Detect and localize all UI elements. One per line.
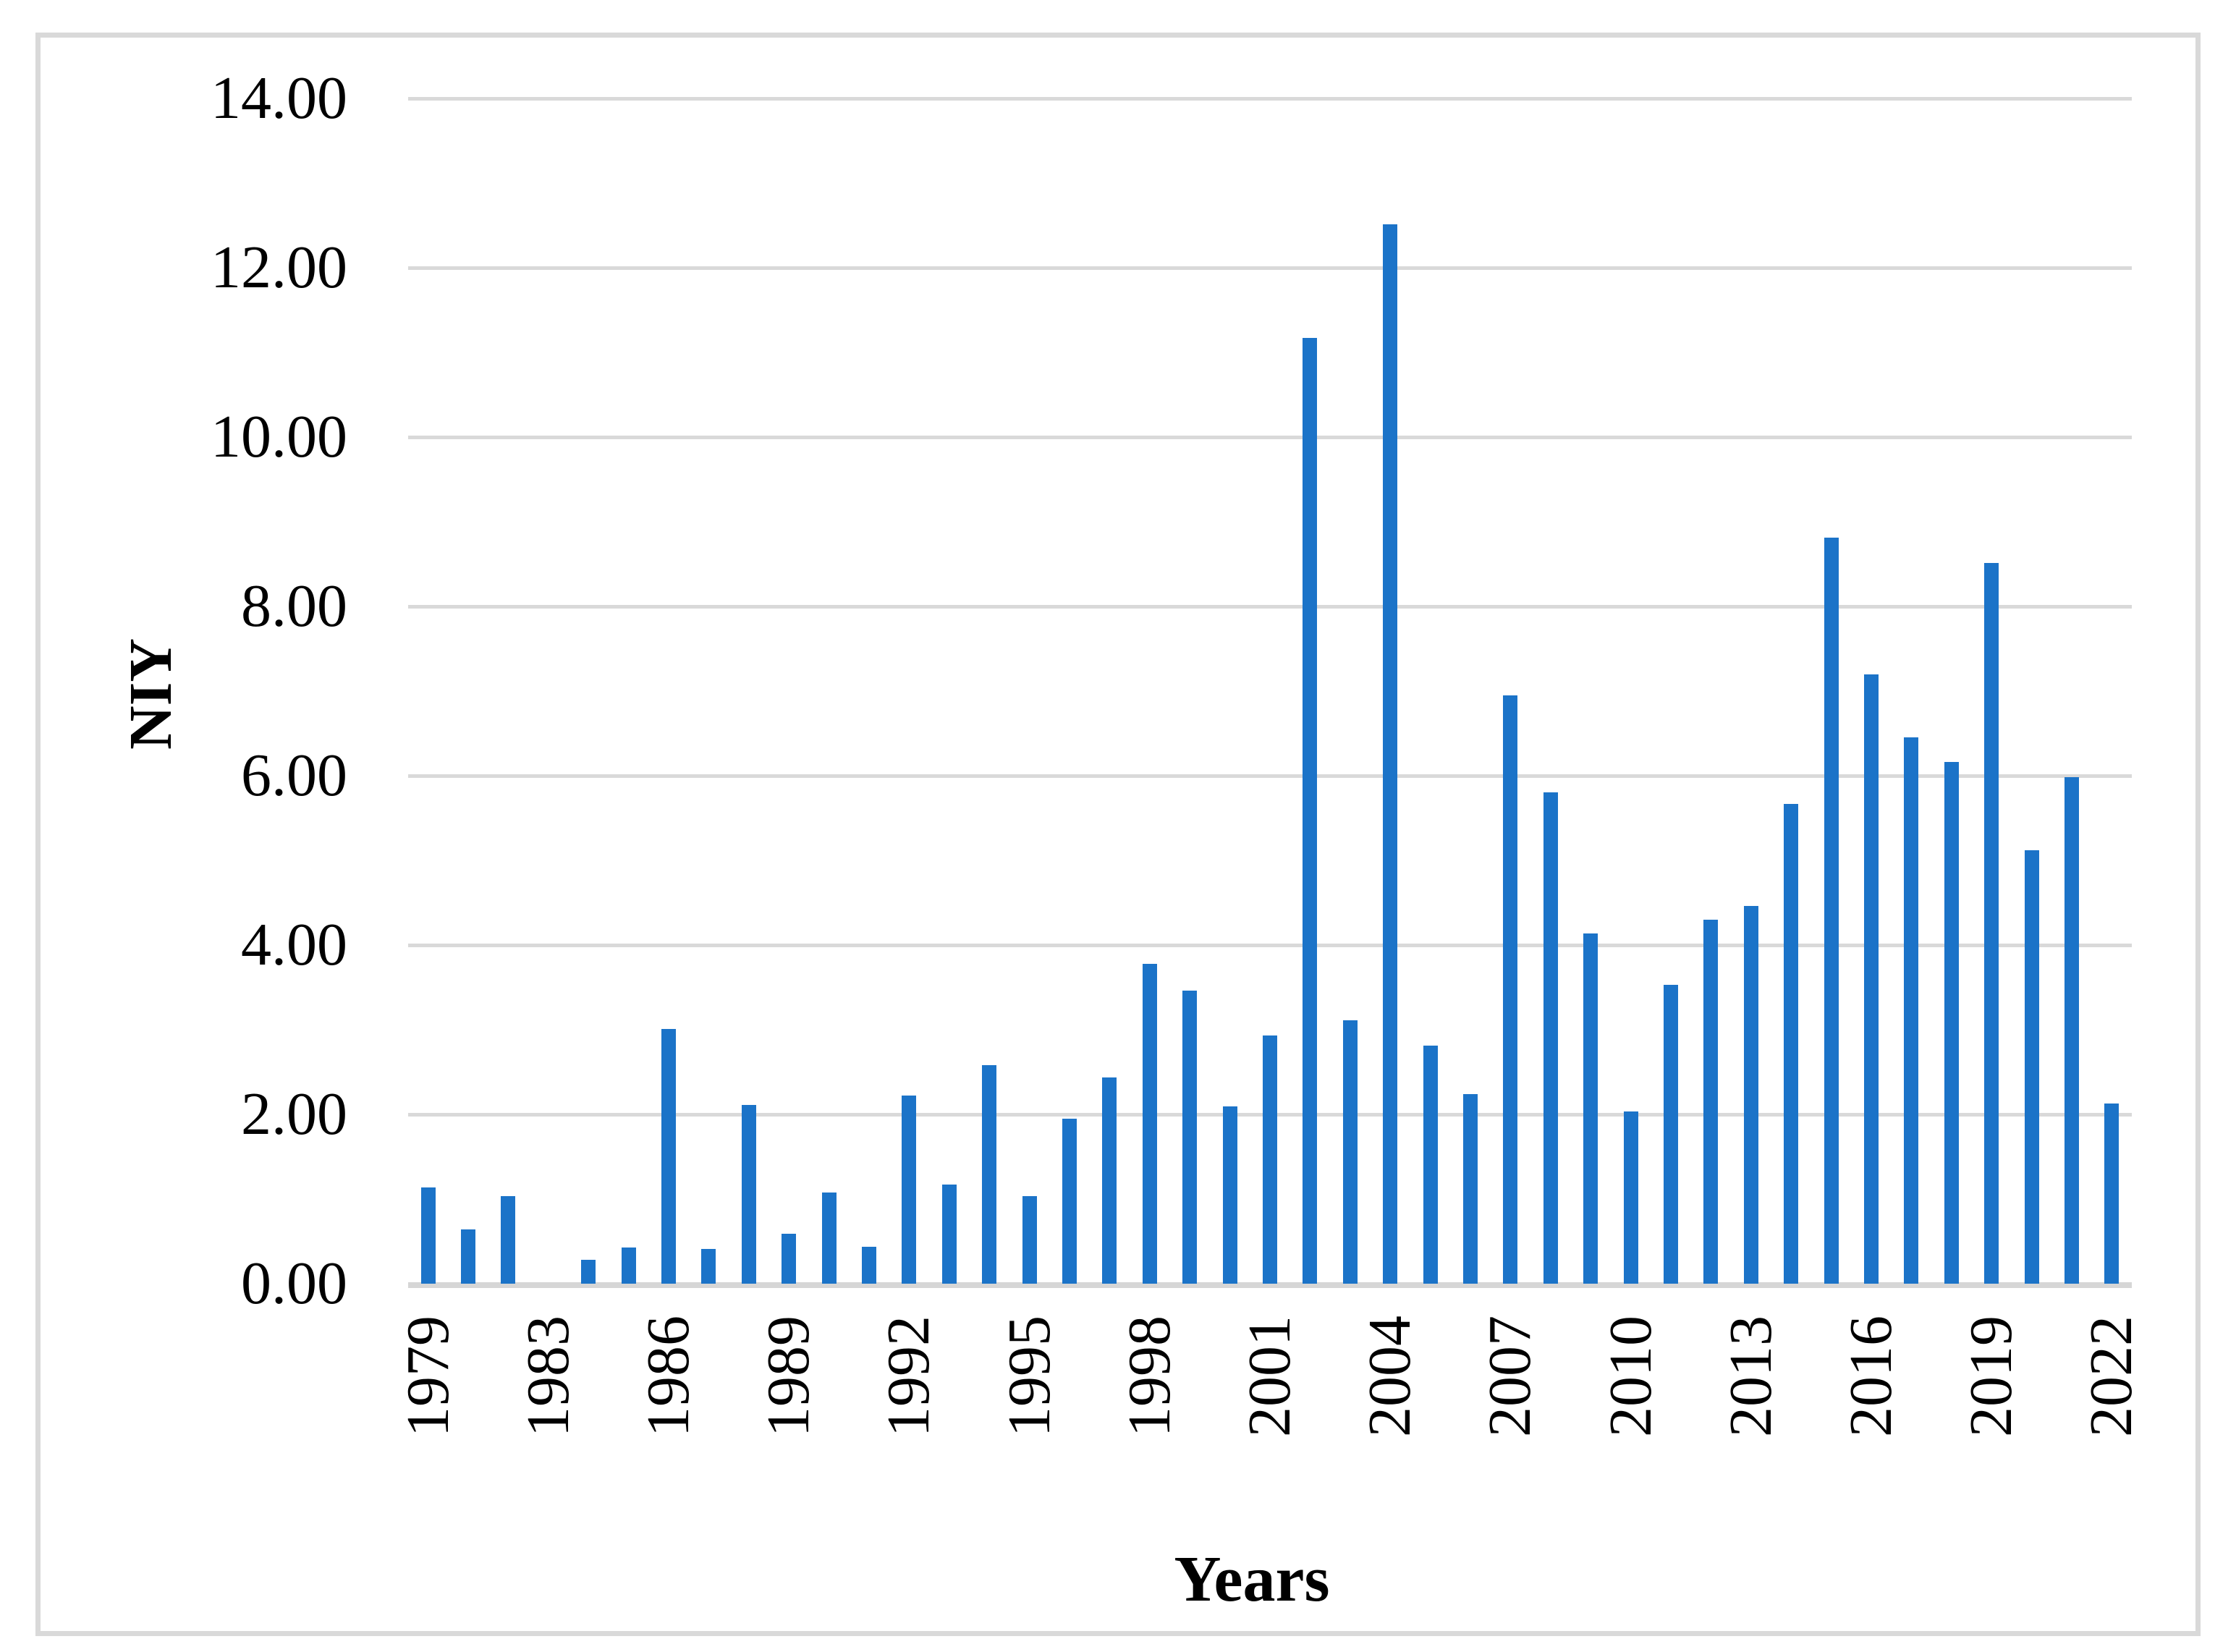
x-tick-label-2019: 2019: [1957, 1316, 2025, 1437]
bar-1989: [782, 1233, 797, 1284]
x-tick-label-1979: 1979: [394, 1316, 462, 1437]
bar-1991: [862, 1246, 877, 1284]
y-tick-label: 2.00: [241, 1080, 347, 1148]
bar-1996: [1062, 1118, 1077, 1284]
x-tick-label-2010: 2010: [1596, 1316, 1664, 1437]
bar-2007: [1503, 695, 1518, 1284]
bar-2009: [1583, 933, 1598, 1284]
bar-2011: [1663, 984, 1678, 1284]
bar-2004: [1383, 224, 1398, 1284]
bar-2016: [1863, 674, 1879, 1284]
x-tick-label-2013: 2013: [1716, 1316, 1784, 1437]
bar-2020: [2024, 850, 2039, 1284]
y-tick-label: 4.00: [241, 911, 347, 978]
bar-2012: [1703, 919, 1719, 1284]
x-tick-label-2001: 2001: [1236, 1316, 1303, 1437]
chart-border: [35, 33, 2201, 1636]
x-axis-title: Years: [1174, 1543, 1330, 1615]
x-tick-label-1998: 1998: [1115, 1316, 1183, 1437]
x-tick-label-2022: 2022: [2078, 1316, 2146, 1437]
bar-1980: [461, 1229, 476, 1284]
bar-1998: [1142, 963, 1157, 1284]
bar-1988: [741, 1105, 756, 1284]
x-tick-label-2007: 2007: [1476, 1316, 1544, 1437]
bar-2010: [1623, 1111, 1638, 1284]
bar-2000: [1222, 1106, 1237, 1284]
y-tick-label: 14.00: [211, 64, 347, 132]
gridline: [408, 943, 2132, 947]
x-tick-label-2016: 2016: [1837, 1316, 1905, 1437]
bar-2005: [1423, 1046, 1438, 1284]
gridline: [408, 96, 2132, 101]
bar-2014: [1784, 803, 1799, 1284]
bar-1979: [420, 1187, 436, 1284]
bar-2001: [1263, 1035, 1277, 1284]
bar-1995: [1022, 1196, 1037, 1284]
bar-1987: [701, 1249, 716, 1284]
bar-2008: [1543, 792, 1558, 1284]
x-tick-label-1983: 1983: [514, 1316, 582, 1437]
x-tick-label-1995: 1995: [995, 1316, 1063, 1437]
bar-1990: [821, 1192, 837, 1284]
bar-2003: [1342, 1020, 1358, 1284]
bar-2013: [1743, 906, 1758, 1284]
gridline: [408, 604, 2132, 609]
y-tick-label: 8.00: [241, 572, 347, 640]
bar-1985: [621, 1247, 636, 1284]
y-tick-label: 12.00: [211, 234, 347, 301]
x-axis-line: [408, 1282, 2132, 1288]
bar-1997: [1102, 1077, 1117, 1284]
bar-1981: [501, 1196, 516, 1284]
bar-2017: [1904, 737, 1919, 1284]
x-tick-label-1992: 1992: [875, 1316, 943, 1437]
gridline: [408, 774, 2132, 778]
bar-2002: [1303, 338, 1318, 1284]
bar-2015: [1824, 538, 1839, 1284]
x-tick-label-1989: 1989: [755, 1316, 823, 1437]
bar-2021: [2064, 777, 2079, 1284]
bar-1993: [941, 1185, 957, 1284]
gridline: [408, 266, 2132, 270]
bar-2019: [1984, 563, 1999, 1284]
bar-1992: [902, 1096, 917, 1284]
bar-1986: [661, 1028, 677, 1284]
y-axis-title: NIY: [117, 638, 185, 750]
y-tick-label: 10.00: [211, 403, 347, 470]
x-tick-label-1986: 1986: [635, 1316, 703, 1437]
x-tick-label-2004: 2004: [1356, 1316, 1424, 1437]
bar-2022: [2104, 1103, 2119, 1284]
bar-1994: [982, 1065, 997, 1284]
y-tick-label: 0.00: [241, 1250, 347, 1317]
bar-1984: [581, 1260, 596, 1284]
bar-2006: [1462, 1093, 1478, 1284]
y-tick-label: 6.00: [241, 742, 347, 809]
bar-1999: [1182, 991, 1198, 1284]
gridline: [408, 435, 2132, 439]
bar-2018: [1944, 762, 1959, 1284]
